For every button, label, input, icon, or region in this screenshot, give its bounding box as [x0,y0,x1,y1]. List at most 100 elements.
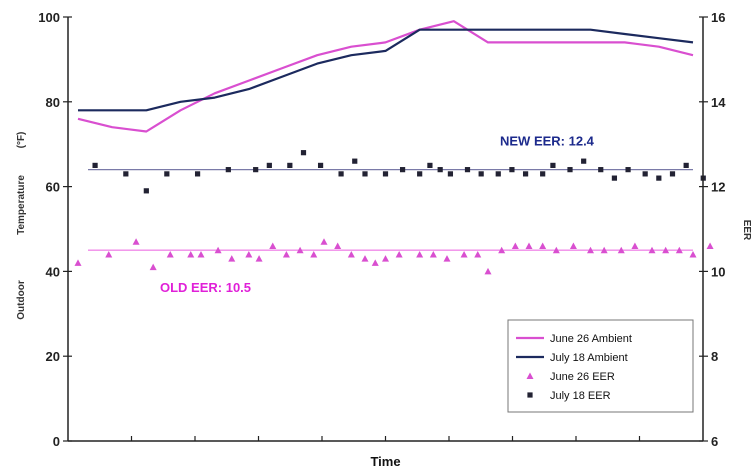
marker-july-18-eer [478,171,484,177]
marker-june-26-eer [460,250,468,258]
marker-july-18-eer [464,167,471,173]
marker-july-18-eer [522,171,529,177]
marker-layer [74,150,714,275]
marker-july-18-eer [225,167,231,173]
y-axis-title-right: EER [741,220,752,241]
y-tick-label-left: 80 [46,95,60,110]
x-axis-title: Time [370,454,400,468]
marker-june-26-eer [587,246,594,254]
y-tick-label-left: 60 [46,180,60,195]
marker-july-18-eer [509,167,515,173]
marker-june-26-eer [166,250,174,258]
marker-june-26-eer [552,246,560,254]
y-tick-label-left: 0 [53,434,60,449]
marker-june-26-eer [416,250,424,258]
marker-june-26-eer [334,242,342,249]
marker-june-26-eer [689,250,697,258]
marker-june-26-eer [706,242,714,249]
marker-june-26-eer [569,242,577,249]
marker-june-26-eer [228,255,236,262]
marker-july-18-eer [266,162,272,168]
marker-july-18-eer [447,171,454,177]
legend-label: June 26 EER [550,371,615,383]
marker-july-18-eer [300,150,307,156]
y-tick-label-right: 8 [711,349,718,364]
marker-july-18-eer [567,167,573,173]
marker-june-26-eer [511,242,519,249]
y-axis-title-left-part: (°F) [16,132,27,149]
series-line-july-18-ambient [78,28,694,112]
axes [63,16,708,442]
marker-june-26-eer [255,255,263,262]
series-line-june-26-ambient [77,20,694,133]
marker-june-26-eer [498,246,506,254]
axis-labels: NEW EER: 12.4 OLD EER: 10.5 0 20 40 60 80 100 6 8… [16,10,752,468]
marker-july-18-eer [352,158,358,164]
marker-june-26-eer [675,246,683,254]
y-tick-label-right: 16 [711,10,725,25]
marker-july-18-eer [581,158,587,164]
y-axis-title-left-part: Temperature [16,175,27,235]
marker-july-18-eer [123,171,129,177]
marker-june-26-eer [296,246,304,254]
legend-label: July 18 Ambient [550,352,628,364]
legend-swatch-triangle [526,372,534,379]
marker-july-18-eer [338,171,344,177]
marker-july-18-eer [540,171,546,177]
marker-june-26-eer [132,238,140,245]
marker-june-26-eer [282,250,290,258]
marker-june-26-eer [149,263,157,271]
marker-july-18-eer [382,171,389,177]
y-tick-label-left: 100 [38,10,60,25]
marker-july-18-eer [194,171,201,177]
marker-july-18-eer [625,167,631,173]
marker-june-26-eer [648,246,656,254]
marker-june-26-eer [74,259,82,266]
marker-july-18-eer [399,167,406,173]
y-tick-label-right: 10 [711,264,725,279]
marker-june-26-eer [539,242,547,249]
y-tick-label-right: 12 [711,180,725,195]
marker-june-26-eer [395,250,403,258]
marker-june-26-eer [525,242,533,249]
marker-june-26-eer [429,250,437,258]
marker-june-26-eer [484,267,492,275]
legend-swatch-square [527,392,533,398]
marker-june-26-eer [310,250,318,258]
marker-june-26-eer [320,238,328,245]
legend-label: July 18 EER [550,390,611,402]
marker-june-26-eer [245,250,253,258]
marker-july-18-eer [287,162,293,168]
y-tick-label-right: 6 [711,434,718,449]
annotation-new-eer: NEW EER: 12.4 [500,134,595,149]
marker-june-26-eer [474,250,482,258]
marker-july-18-eer [92,162,98,168]
marker-june-26-eer [631,242,639,249]
marker-june-26-eer [382,255,389,262]
marker-june-26-eer [187,250,195,258]
marker-june-26-eer [371,259,379,266]
y-tick-label-right: 14 [711,95,726,110]
series-layer [77,20,694,133]
marker-july-18-eer [642,171,648,177]
y-tick-label-left: 20 [46,349,60,364]
marker-july-18-eer [164,171,170,177]
legend-box [507,319,694,413]
marker-july-18-eer [437,167,443,173]
marker-july-18-eer [253,167,259,173]
y-axis-title-left-part: Outdoor [16,280,27,320]
marker-june-26-eer [347,250,355,258]
legend: June 26 Ambient July 18 Ambient June 26 EE… [507,319,694,413]
marker-july-18-eer [683,162,689,168]
marker-june-26-eer [617,246,625,254]
y-tick-label-left: 40 [46,264,60,279]
marker-june-26-eer [443,255,451,262]
marker-july-18-eer [550,162,556,168]
marker-july-18-eer [143,188,149,194]
marker-july-18-eer [656,175,662,181]
marker-july-18-eer [362,171,368,177]
marker-june-26-eer [600,246,608,254]
legend-label: June 26 Ambient [550,333,632,345]
marker-july-18-eer [669,171,676,177]
